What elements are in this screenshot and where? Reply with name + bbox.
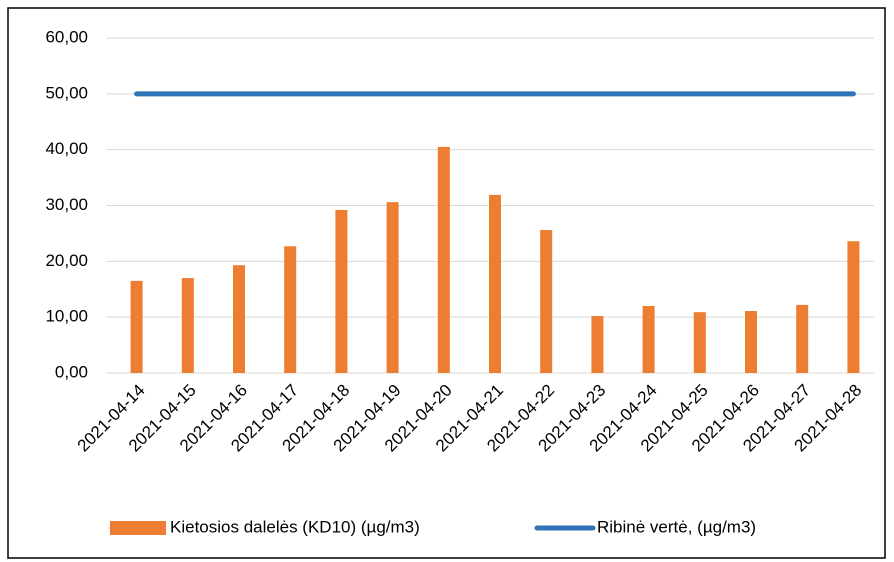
bar	[847, 241, 860, 373]
y-tick-label: 40,00	[45, 139, 88, 158]
y-tick-label: 50,00	[45, 83, 88, 102]
y-tick-label: 60,00	[45, 27, 88, 46]
bar	[642, 306, 655, 373]
bar	[335, 209, 348, 373]
bar	[796, 304, 809, 373]
bar	[181, 278, 194, 373]
y-tick-label: 20,00	[45, 251, 88, 270]
y-tick-label: 10,00	[45, 307, 88, 326]
bar	[437, 146, 450, 373]
legend-label: Kietosios dalelės (KD10) (µg/m3)	[170, 517, 420, 536]
bar	[693, 312, 706, 373]
bar	[130, 280, 143, 373]
legend-swatch	[110, 521, 166, 535]
bar	[745, 311, 757, 373]
bar	[591, 316, 604, 373]
bar	[489, 194, 501, 373]
bar	[386, 202, 399, 373]
bar	[284, 246, 297, 373]
bar	[540, 230, 553, 373]
bar	[233, 265, 245, 373]
y-tick-label: 30,00	[45, 195, 88, 214]
legend-label: Ribinė vertė, (µg/m3)	[597, 517, 756, 536]
y-tick-label: 0,00	[55, 362, 88, 381]
